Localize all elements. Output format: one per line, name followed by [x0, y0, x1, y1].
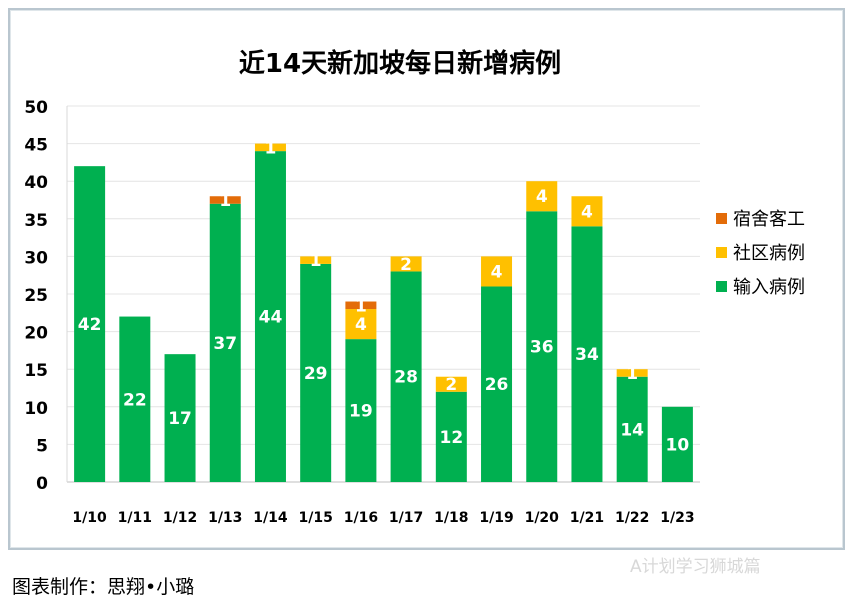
chart-title: 近14天新加坡每日新增病例: [239, 48, 561, 79]
chart-credit: 图表制作：思翔•小璐: [12, 576, 195, 598]
data-label: 4: [355, 315, 367, 335]
bar-segment: [481, 256, 513, 287]
data-label: 29: [304, 364, 328, 384]
x-tick-label: 1/23: [660, 510, 694, 526]
legend-label: 社区病例: [733, 243, 805, 264]
data-label: 37: [213, 334, 237, 354]
watermark: A计划学习狮城篇: [630, 557, 761, 577]
x-tick-label: 1/19: [479, 510, 513, 526]
data-label: 28: [394, 368, 418, 388]
bar-segment: [661, 406, 693, 482]
bar-segment: [254, 143, 286, 152]
y-tick-label: 35: [24, 211, 48, 231]
bar-segment: [119, 316, 151, 482]
bar-segment: [74, 166, 106, 482]
bar-segment: [345, 339, 377, 482]
y-tick-labels: 0 5 10 15 20 25 30 35 40 45 50: [24, 98, 48, 494]
y-tick-label: 15: [24, 361, 48, 381]
bar-segment: [390, 271, 422, 482]
y-tick-label: 10: [24, 399, 48, 419]
y-tick-label: 45: [24, 136, 48, 156]
data-label: 2: [400, 255, 412, 275]
data-label: 19: [349, 402, 373, 422]
bar-segment: [481, 286, 513, 482]
legend-label: 输入病例: [733, 277, 805, 298]
bar-segment: [571, 226, 603, 482]
y-tick-label: 50: [24, 98, 48, 118]
data-label: 44: [259, 308, 283, 328]
bar-segment: [300, 256, 332, 264]
x-tick-label: 1/21: [570, 510, 604, 526]
x-tick-labels: 1/10 1/11 1/12 1/13 1/14 1/15 1/16 1/17 1/18 1/19…: [72, 510, 694, 526]
data-label: 36: [530, 338, 554, 358]
data-label: 4: [491, 262, 503, 282]
y-tick-label: 0: [36, 474, 48, 494]
bar-segment: [435, 391, 467, 482]
bar-segment: [526, 211, 558, 482]
x-tick-label: 1/14: [253, 510, 288, 526]
y-tick-label: 20: [24, 324, 48, 344]
bar-segment: [616, 369, 648, 377]
bar-segment: [435, 376, 467, 392]
data-label: 1: [265, 138, 277, 158]
x-tick-label: 1/12: [163, 510, 197, 526]
x-tick-label: 1/22: [615, 510, 649, 526]
legend-swatch: [716, 247, 727, 258]
data-label: 2: [445, 375, 457, 395]
bar-segment: [209, 203, 241, 482]
y-tick-label: 5: [36, 436, 48, 456]
bar-segment: [345, 301, 377, 310]
y-tick-label: 25: [24, 286, 48, 306]
data-label: 17: [168, 409, 192, 429]
data-label: 26: [485, 375, 509, 395]
data-label: 10: [666, 435, 690, 455]
data-label: 4: [581, 202, 593, 222]
x-tick-label: 1/16: [344, 510, 378, 526]
x-tick-label: 1/20: [525, 510, 560, 526]
data-label: 4: [536, 187, 548, 207]
bar-segment: [164, 354, 196, 482]
y-tick-label: 30: [24, 248, 48, 268]
x-tick-label: 1/13: [208, 510, 242, 526]
legend-swatch: [716, 281, 727, 292]
data-label: 1: [355, 296, 367, 316]
x-tick-label: 1/17: [389, 510, 423, 526]
x-tick-label: 1/10: [72, 510, 107, 526]
data-label: 22: [123, 390, 147, 410]
data-label: 1: [219, 191, 231, 211]
data-label: 14: [620, 420, 644, 440]
chart-frame: [8, 8, 845, 550]
data-label: 1: [310, 251, 322, 271]
gridlines: [66, 105, 700, 483]
data-label: 42: [78, 315, 102, 335]
y-tick-label: 40: [24, 173, 48, 193]
bar-segment: [254, 151, 286, 482]
data-label: 1: [626, 364, 638, 384]
bar-segment: [209, 196, 241, 204]
data-label: 34: [575, 345, 599, 365]
data-label: 12: [439, 428, 463, 448]
bar-segment: [345, 309, 377, 340]
x-tick-label: 1/11: [118, 510, 152, 526]
legend-swatch: [716, 213, 727, 224]
x-tick-label: 1/18: [434, 510, 468, 526]
bar-segment: [526, 181, 558, 212]
bar-segment: [390, 256, 422, 272]
bar-segment: [571, 196, 603, 227]
bar-segment: [300, 263, 332, 482]
bar-segment: [616, 376, 648, 482]
legend-label: 宿舍客工: [733, 209, 805, 230]
x-tick-label: 1/15: [299, 510, 333, 526]
